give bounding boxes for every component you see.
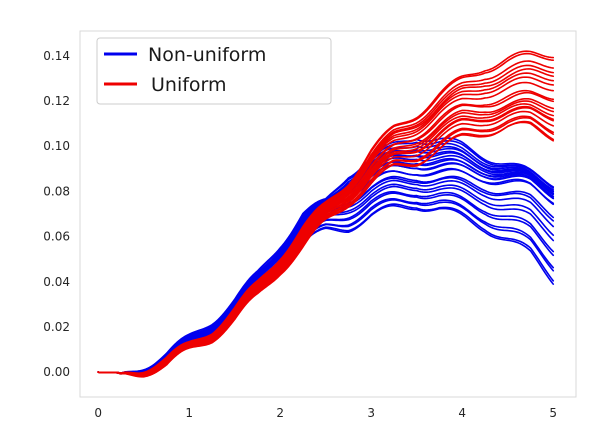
uniform-line [97,103,555,377]
x-tick-label: 0 [94,406,102,420]
x-tick-label: 1 [185,406,193,420]
legend-label-uniform: Uniform [151,74,227,96]
y-tick-label: 0.14 [43,49,70,63]
uniform-line [97,115,555,377]
y-tick-label: 0.00 [43,365,70,379]
uniform-line [97,105,555,377]
non-uniform-line [97,145,555,375]
y-tick-label: 0.08 [43,184,70,198]
non-uniform-series-group [97,137,555,376]
non-uniform-line [97,152,555,375]
uniform-line [97,116,555,377]
uniform-line [97,50,555,375]
uniform-line [97,100,555,376]
non-uniform-line [97,158,555,375]
x-tick-label: 4 [458,406,466,420]
non-uniform-line [97,154,555,375]
non-uniform-line [97,140,555,375]
uniform-line [97,106,555,377]
non-uniform-line [97,203,555,376]
y-tick-label: 0.02 [43,320,70,334]
uniform-line [97,97,555,376]
y-axis-ticks: 0.00 0.02 0.04 0.06 0.08 0.10 0.12 0.14 [43,49,70,379]
non-uniform-line [97,162,555,375]
y-tick-label: 0.12 [43,94,70,108]
non-uniform-line [97,137,555,375]
y-tick-label: 0.04 [43,275,70,289]
non-uniform-line [97,162,555,374]
x-tick-label: 5 [549,406,557,420]
legend-label-non-uniform: Non-uniform [148,44,266,66]
uniform-series-group [97,50,555,378]
legend: Non-uniform Uniform [96,37,332,105]
y-tick-label: 0.06 [43,230,70,244]
uniform-line [97,110,555,377]
plot-frame [79,30,577,398]
non-uniform-line [97,199,555,376]
x-tick-label: 3 [367,406,375,420]
x-axis-ticks: 0 1 2 3 4 5 [94,406,557,420]
y-tick-label: 0.10 [43,139,70,153]
non-uniform-line [97,150,555,375]
legend-box [96,37,332,105]
x-tick-label: 2 [276,406,284,420]
non-uniform-line [97,142,555,375]
